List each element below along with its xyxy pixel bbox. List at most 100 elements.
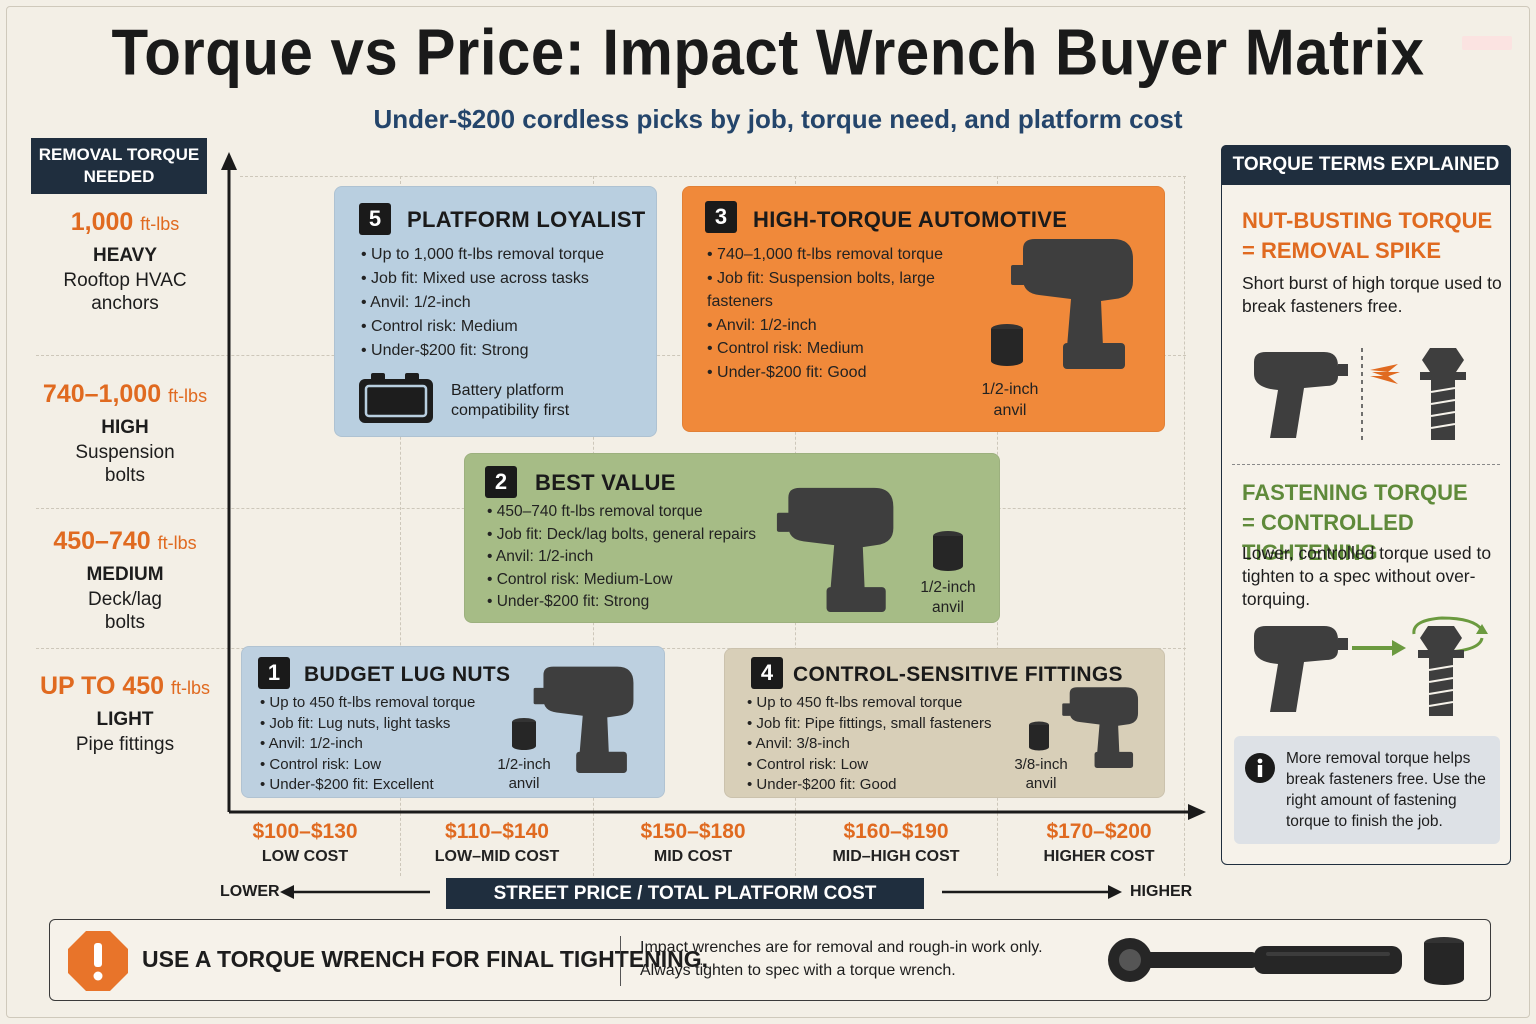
info-note-text: More removal torque helps break fastener… — [1286, 750, 1486, 830]
bullet: Job fit: Deck/lag bolts, general repairs — [487, 524, 756, 547]
card-budget-lug-nuts[interactable]: 1 BUDGET LUG NUTS Up to 450 ft-lbs remov… — [241, 646, 665, 798]
info-note: More removal torque helps break fastener… — [1234, 736, 1500, 844]
x-axis-lower: LOWER — [220, 883, 280, 900]
banner-main-text: USE A TORQUE WRENCH FOR FINAL TIGHTENING… — [142, 946, 709, 972]
band-value: 740–1,000 ft-lbs — [42, 380, 208, 408]
grid-line — [1184, 176, 1185, 876]
socket-icon — [933, 531, 963, 571]
page-title: Torque vs Price: Impact Wrench Buyer Mat… — [111, 16, 1425, 89]
bullet: Under-$200 fit: Strong — [487, 591, 756, 614]
card-title: BUDGET LUG NUTS — [304, 663, 511, 686]
card-title: HIGH-TORQUE AUTOMOTIVE — [753, 207, 1068, 232]
y-band-heavy: 1,000 ft-lbs HEAVY Rooftop HVAC anchors — [20, 208, 230, 315]
bullet: Anvil: 1/2-inch — [361, 291, 604, 315]
band-value: 1,000 ft-lbs — [70, 208, 180, 236]
platform-note: Battery platform compatibility first — [451, 382, 570, 419]
band-level: MEDIUM — [86, 564, 164, 585]
tick-price: $110–$140 — [445, 820, 549, 843]
torque-terms-panel: TORQUE TERMS EXPLAINED NUT-BUSTING TORQU… — [1221, 145, 1511, 865]
y-band-medium: 450–740 ft-lbs MEDIUM Deck/lag bolts — [20, 527, 230, 634]
card-platform-loyalist[interactable]: 5 PLATFORM LOYALIST Up to 1,000 ft-lbs r… — [334, 186, 657, 437]
torque-wrench-icon — [1108, 938, 1402, 982]
bullet: Anvil: 1/2-inch — [707, 314, 967, 338]
card-number: 4 — [751, 657, 783, 689]
x-axis-title: STREET PRICE / TOTAL PLATFORM COST — [446, 878, 924, 909]
x-tick-higher: $170–$200 HIGHER COST — [999, 820, 1199, 866]
bullet: Job fit: Lug nuts, light tasks — [260, 714, 475, 735]
band-job: Suspension bolts — [75, 442, 175, 486]
band-level: LIGHT — [96, 709, 154, 730]
anvil-label: 1/2-inch anvil — [981, 381, 1039, 419]
nut-busting-illustration — [1254, 348, 1466, 440]
band-value: UP TO 450 ft-lbs — [39, 672, 211, 700]
socket-icon — [991, 324, 1023, 366]
impact-wrench-icon — [1062, 687, 1139, 768]
banner-sub-line: Impact wrenches are for removal and roug… — [640, 939, 1043, 956]
spark-icon — [1370, 364, 1400, 384]
card-title: BEST VALUE — [535, 470, 676, 495]
impact-wrench-icon — [533, 666, 634, 773]
nut-busting-title-2: = REMOVAL SPIKE — [1242, 238, 1442, 263]
x-tick-mid: $150–$180 MID COST — [593, 820, 793, 866]
socket-icon — [1029, 721, 1049, 751]
card-bullets: Up to 1,000 ft-lbs removal torque Job fi… — [361, 243, 604, 363]
warning-icon — [68, 931, 128, 991]
card-title: PLATFORM LOYALIST — [407, 207, 646, 232]
bullet: Control risk: Medium-Low — [487, 569, 756, 592]
fastening-title-2: = CONTROLLED TIGHTENING — [1242, 510, 1414, 565]
page-subtitle: Under-$200 cordless picks by job, torque… — [373, 104, 1183, 134]
band-job: Deck/lag bolts — [88, 589, 162, 633]
impact-wrench-icon — [1254, 626, 1348, 712]
bullet: Anvil: 1/2-inch — [487, 546, 756, 569]
card-control-sensitive-fittings[interactable]: 4 CONTROL-SENSITIVE FITTINGS Up to 450 f… — [724, 648, 1165, 798]
tick-label: MID COST — [653, 848, 733, 865]
band-value: 450–740 ft-lbs — [53, 527, 197, 555]
band-job: Rooftop HVAC anchors — [63, 270, 187, 314]
y-axis-header: REMOVAL TORQUE NEEDED — [31, 138, 207, 194]
corner-mark — [1462, 36, 1512, 50]
bullet: 450–740 ft-lbs removal torque — [487, 501, 756, 524]
bullet: Anvil: 1/2-inch — [260, 734, 475, 755]
arrow-right-icon — [1352, 640, 1406, 656]
bullet: Control risk: Low — [260, 755, 475, 776]
panel-divider — [1232, 464, 1500, 465]
impact-wrench-icon — [1011, 239, 1133, 369]
nut-busting-title-1: NUT-BUSTING TORQUE — [1242, 208, 1493, 233]
y-band-high: 740–1,000 ft-lbs HIGH Suspension bolts — [20, 380, 230, 487]
bullet: Under-$200 fit: Excellent — [260, 775, 475, 796]
card-number: 1 — [258, 657, 290, 689]
bullet: Job fit: Suspension bolts, large fastene… — [707, 267, 967, 314]
impact-wrench-icon — [776, 487, 894, 612]
bullet: Under-$200 fit: Good — [747, 775, 992, 796]
anvil-label: 1/2-inch anvil — [920, 579, 976, 616]
band-level: HIGH — [101, 417, 149, 438]
bullet: Under-$200 fit: Strong — [361, 339, 604, 363]
anvil-label: 3/8-inch anvil — [1014, 756, 1068, 792]
card-high-torque-automotive[interactable]: 3 HIGH-TORQUE AUTOMOTIVE 740–1,000 ft-lb… — [682, 186, 1165, 432]
bolt-icon — [1420, 348, 1466, 440]
socket-icon — [512, 718, 536, 750]
bullet: 740–1,000 ft-lbs removal torque — [707, 243, 967, 267]
panel-header: TORQUE TERMS EXPLAINED — [1221, 145, 1511, 185]
banner-divider — [620, 936, 621, 986]
tick-label: LOW COST — [261, 848, 349, 865]
page-frame — [6, 6, 1530, 1018]
bullet: Control risk: Medium — [361, 315, 604, 339]
info-icon — [1245, 753, 1275, 783]
tick-price: $150–$180 — [640, 820, 746, 843]
x-tick-mid-high: $160–$190 MID–HIGH COST — [796, 820, 996, 866]
band-job: Pipe fittings — [75, 734, 175, 755]
card-best-value[interactable]: 2 BEST VALUE 450–740 ft-lbs removal torq… — [464, 453, 1000, 623]
grid-line — [400, 176, 401, 876]
tick-price: $100–$130 — [252, 820, 358, 843]
card-number: 2 — [485, 466, 517, 498]
bullet: Up to 450 ft-lbs removal torque — [747, 693, 992, 714]
torque-wrench-banner: USE A TORQUE WRENCH FOR FINAL TIGHTENING… — [49, 919, 1491, 1001]
bullet: Up to 1,000 ft-lbs removal torque — [361, 243, 604, 267]
x-tick-low: $100–$130 LOW COST — [205, 820, 405, 866]
socket-icon — [1424, 937, 1464, 985]
grid-line — [240, 176, 1186, 177]
card-bullets: 740–1,000 ft-lbs removal torque Job fit:… — [707, 243, 967, 384]
banner-sub-line: Always tighten to spec with a torque wre… — [640, 962, 956, 979]
tick-price: $160–$190 — [843, 820, 949, 843]
